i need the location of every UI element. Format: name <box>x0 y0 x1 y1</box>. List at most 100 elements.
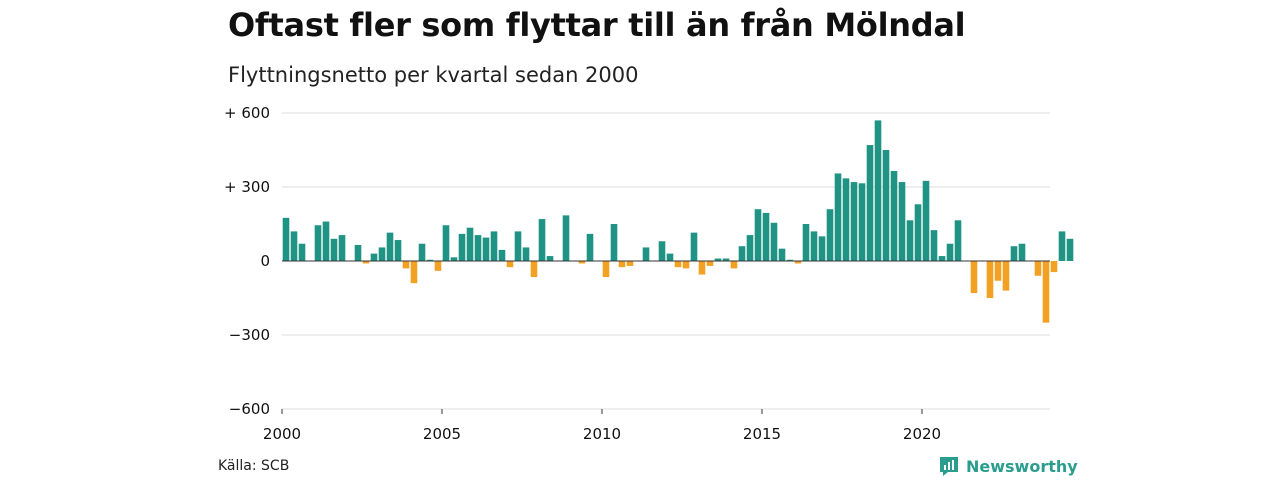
bar <box>426 259 434 261</box>
bar <box>1002 261 1010 291</box>
y-tick-label: −300 <box>229 326 270 344</box>
bar <box>434 261 442 271</box>
bar <box>866 145 874 261</box>
bar <box>850 182 858 261</box>
bars <box>282 120 1074 323</box>
bar <box>954 220 962 261</box>
bar <box>658 241 666 261</box>
bar <box>810 231 818 261</box>
bar <box>706 261 714 266</box>
bar <box>994 261 1002 281</box>
bar <box>730 261 738 269</box>
bar <box>354 244 362 261</box>
bar <box>874 120 882 262</box>
bar <box>482 237 490 261</box>
bar <box>754 209 762 261</box>
x-tick-label: 2005 <box>423 425 461 443</box>
bar <box>1010 246 1018 261</box>
x-tick-label: 2000 <box>263 425 301 443</box>
bar <box>746 235 754 261</box>
bar <box>938 256 946 261</box>
brand-name: Newsworthy <box>966 456 1078 476</box>
bar <box>818 236 826 261</box>
bar <box>642 247 650 261</box>
bar <box>762 212 770 261</box>
bar <box>538 219 546 261</box>
bar <box>778 248 786 261</box>
bar <box>314 225 322 261</box>
bar <box>282 217 290 261</box>
newsworthy-icon <box>940 457 958 476</box>
bar <box>458 233 466 261</box>
bar <box>826 209 834 261</box>
bar <box>770 222 778 261</box>
bar <box>586 233 594 261</box>
bar <box>1042 261 1050 323</box>
bar <box>338 235 346 261</box>
bar <box>914 204 922 261</box>
bar <box>890 170 898 261</box>
bar <box>882 150 890 261</box>
bar <box>682 261 690 269</box>
bar <box>562 215 570 261</box>
bar <box>1018 243 1026 261</box>
bar <box>986 261 994 298</box>
bar <box>626 261 634 266</box>
bar <box>1066 238 1074 261</box>
bar <box>474 235 482 261</box>
bar <box>530 261 538 278</box>
bar <box>498 249 506 261</box>
bar <box>842 178 850 261</box>
bar <box>362 261 370 264</box>
x-axis: 2000 2005 2010 2015 2020 <box>263 409 941 443</box>
bar <box>674 261 682 268</box>
bar <box>906 220 914 261</box>
bar <box>602 261 610 278</box>
bar <box>666 253 674 261</box>
bar <box>386 232 394 261</box>
bar <box>858 183 866 261</box>
bar <box>578 261 586 264</box>
bar <box>506 261 514 268</box>
bar <box>834 173 842 261</box>
bar <box>394 240 402 261</box>
bar <box>514 231 522 261</box>
bar <box>794 261 802 264</box>
bar <box>370 253 378 261</box>
y-axis: + 600 + 300 0 −300 −600 <box>224 104 270 418</box>
bar <box>738 246 746 261</box>
bar <box>330 238 338 261</box>
bar <box>378 247 386 261</box>
bar <box>490 231 498 261</box>
bar <box>610 224 618 261</box>
bar <box>322 221 330 261</box>
bar <box>1058 231 1066 261</box>
bar <box>546 256 554 261</box>
bar <box>466 227 474 261</box>
bar <box>922 180 930 261</box>
bar <box>442 225 450 261</box>
x-tick-label: 2010 <box>583 425 621 443</box>
y-tick-label: + 600 <box>224 104 270 122</box>
y-tick-label: + 300 <box>224 178 270 196</box>
bar <box>714 258 722 261</box>
bar <box>690 232 698 261</box>
bar <box>290 231 298 261</box>
y-tick-label: −600 <box>229 400 270 418</box>
bar <box>1050 261 1058 273</box>
bar <box>410 261 418 284</box>
bar <box>298 243 306 261</box>
source-note: Källa: SCB <box>218 458 290 474</box>
x-tick-label: 2015 <box>743 425 781 443</box>
bar <box>522 247 530 261</box>
bar <box>402 261 410 269</box>
bar <box>618 261 626 268</box>
bar-chart: + 600 + 300 0 −300 −600 2000 2005 2010 2015 2020 <box>224 104 1074 443</box>
bar <box>786 259 794 261</box>
bar <box>698 261 706 275</box>
bar <box>930 230 938 261</box>
bar <box>946 243 954 261</box>
bar <box>450 257 458 261</box>
bar <box>898 182 906 261</box>
y-tick-label: 0 <box>260 252 270 270</box>
